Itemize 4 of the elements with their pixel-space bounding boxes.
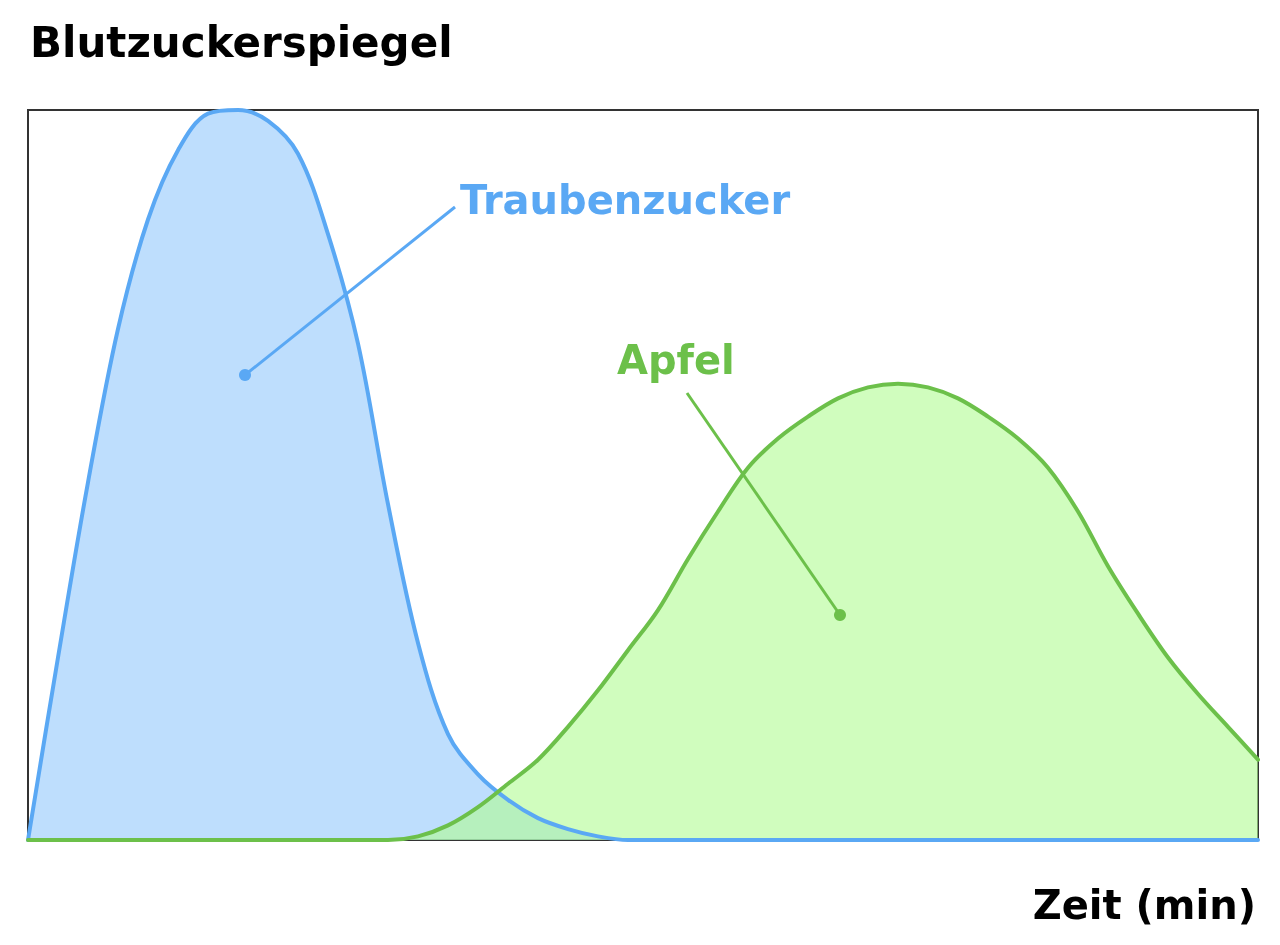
y-axis-title: Blutzuckerspiegel <box>30 17 453 67</box>
x-axis-title: Zeit (min) <box>1032 882 1256 928</box>
series-label: Apfel <box>617 337 735 383</box>
text: Traubenzucker <box>460 177 791 223</box>
